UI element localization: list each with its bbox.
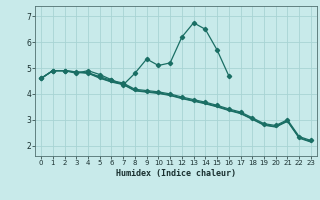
X-axis label: Humidex (Indice chaleur): Humidex (Indice chaleur) <box>116 169 236 178</box>
